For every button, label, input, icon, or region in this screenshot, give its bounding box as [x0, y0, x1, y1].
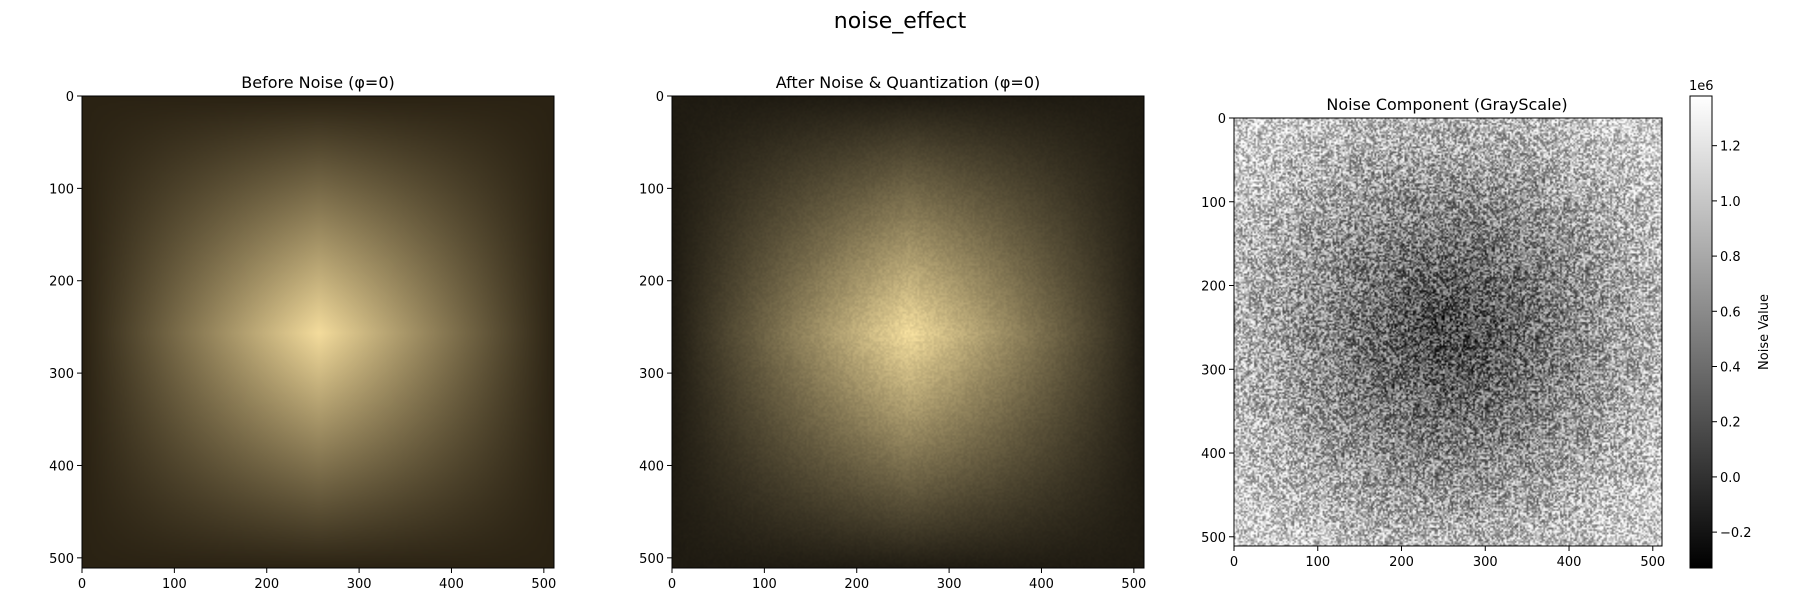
x-tick-label: 500 [1640, 555, 1665, 570]
y-tick-label: 500 [1201, 531, 1226, 546]
y-tick-label: 200 [1201, 280, 1226, 295]
panel-noise-component: Noise Component (GrayScale) 0 100 200 300 40… [1201, 95, 1665, 570]
x-tick-label: 300 [347, 577, 372, 592]
image-before-noise [82, 96, 554, 568]
y-tick-label: 300 [49, 367, 74, 382]
colorbar-ticks: −0.2 0.0 0.2 0.4 0.6 0.8 1.0 1.2 [1712, 140, 1752, 541]
panel-before-noise: Before Noise (φ=0) 0 100 200 300 400 500 0 100 2… [49, 73, 556, 592]
colorbar-tick-label: 1.2 [1720, 140, 1741, 155]
x-tick-label: 400 [439, 577, 464, 592]
x-tick-label: 500 [1121, 577, 1146, 592]
colorbar-tick-label: 0.8 [1720, 250, 1741, 265]
colorbar-tick-label: −0.2 [1720, 526, 1752, 541]
panel-title-noise-component: Noise Component (GrayScale) [1326, 95, 1567, 114]
colorbar-label: Noise Value [1757, 294, 1772, 370]
x-tick-label: 400 [1029, 577, 1054, 592]
y-tick-label: 300 [1201, 363, 1226, 378]
panel-title-before-noise: Before Noise (φ=0) [241, 73, 395, 92]
x-tick-label: 500 [531, 577, 556, 592]
y-tick-label: 400 [49, 459, 74, 474]
colorbar-frame [1689, 95, 1713, 569]
y-tick-label: 500 [49, 552, 74, 567]
colorbar-gradient [1690, 96, 1712, 568]
x-tick-label: 0 [1230, 555, 1238, 570]
colorbar-tick-label: 0.0 [1720, 471, 1741, 486]
y-tick-label: 400 [1201, 447, 1226, 462]
y-tick-label: 100 [1201, 196, 1226, 211]
x-tick-label: 300 [1473, 555, 1498, 570]
colorbar-tick-label: 0.2 [1720, 416, 1741, 431]
x-tick-label: 100 [162, 577, 187, 592]
colorbar: 1e6 Noise Value −0.2 0.0 0.2 0.4 0.6 0.8 1.0 1.… [1689, 79, 1772, 569]
x-tick-label: 200 [254, 577, 279, 592]
y-tick-label: 500 [639, 552, 664, 567]
x-tick-label: 200 [844, 577, 869, 592]
colorbar-tick-label: 0.4 [1720, 361, 1741, 376]
axis-ticks-noise-component: 0 100 200 300 400 500 0 100 200 300 400 500 [1201, 112, 1665, 570]
y-tick-label: 100 [639, 182, 664, 197]
panel-after-noise: After Noise & Quantization (φ=0) 0 100 200… [639, 73, 1146, 592]
x-tick-label: 0 [78, 577, 86, 592]
y-tick-label: 200 [639, 275, 664, 290]
y-tick-label: 0 [1218, 112, 1226, 127]
image-noise-component [1234, 118, 1662, 546]
y-tick-label: 0 [656, 90, 664, 105]
y-tick-label: 0 [66, 90, 74, 105]
figure-title: noise_effect [834, 9, 967, 34]
y-tick-label: 400 [639, 459, 664, 474]
y-tick-label: 100 [49, 182, 74, 197]
axis-ticks-before-noise: 0 100 200 300 400 500 0 100 200 300 400 500 [49, 90, 556, 592]
x-tick-label: 200 [1389, 555, 1414, 570]
colorbar-offset-text: 1e6 [1689, 79, 1714, 94]
x-tick-label: 100 [752, 577, 777, 592]
panel-title-after-noise: After Noise & Quantization (φ=0) [776, 73, 1041, 92]
x-tick-label: 0 [668, 577, 676, 592]
axes-frame-before-noise [81, 95, 555, 569]
colorbar-tick-label: 1.0 [1720, 195, 1741, 210]
image-after-noise [672, 96, 1144, 568]
x-tick-label: 300 [937, 577, 962, 592]
axes-frame-after-noise [671, 95, 1145, 569]
y-tick-label: 300 [639, 367, 664, 382]
x-tick-label: 400 [1557, 555, 1582, 570]
x-tick-label: 100 [1305, 555, 1330, 570]
y-tick-label: 200 [49, 275, 74, 290]
axes-frame-noise-component [1233, 117, 1663, 547]
colorbar-tick-label: 0.6 [1720, 305, 1741, 320]
axis-ticks-after-noise: 0 100 200 300 400 500 0 100 200 300 400 500 [639, 90, 1146, 592]
